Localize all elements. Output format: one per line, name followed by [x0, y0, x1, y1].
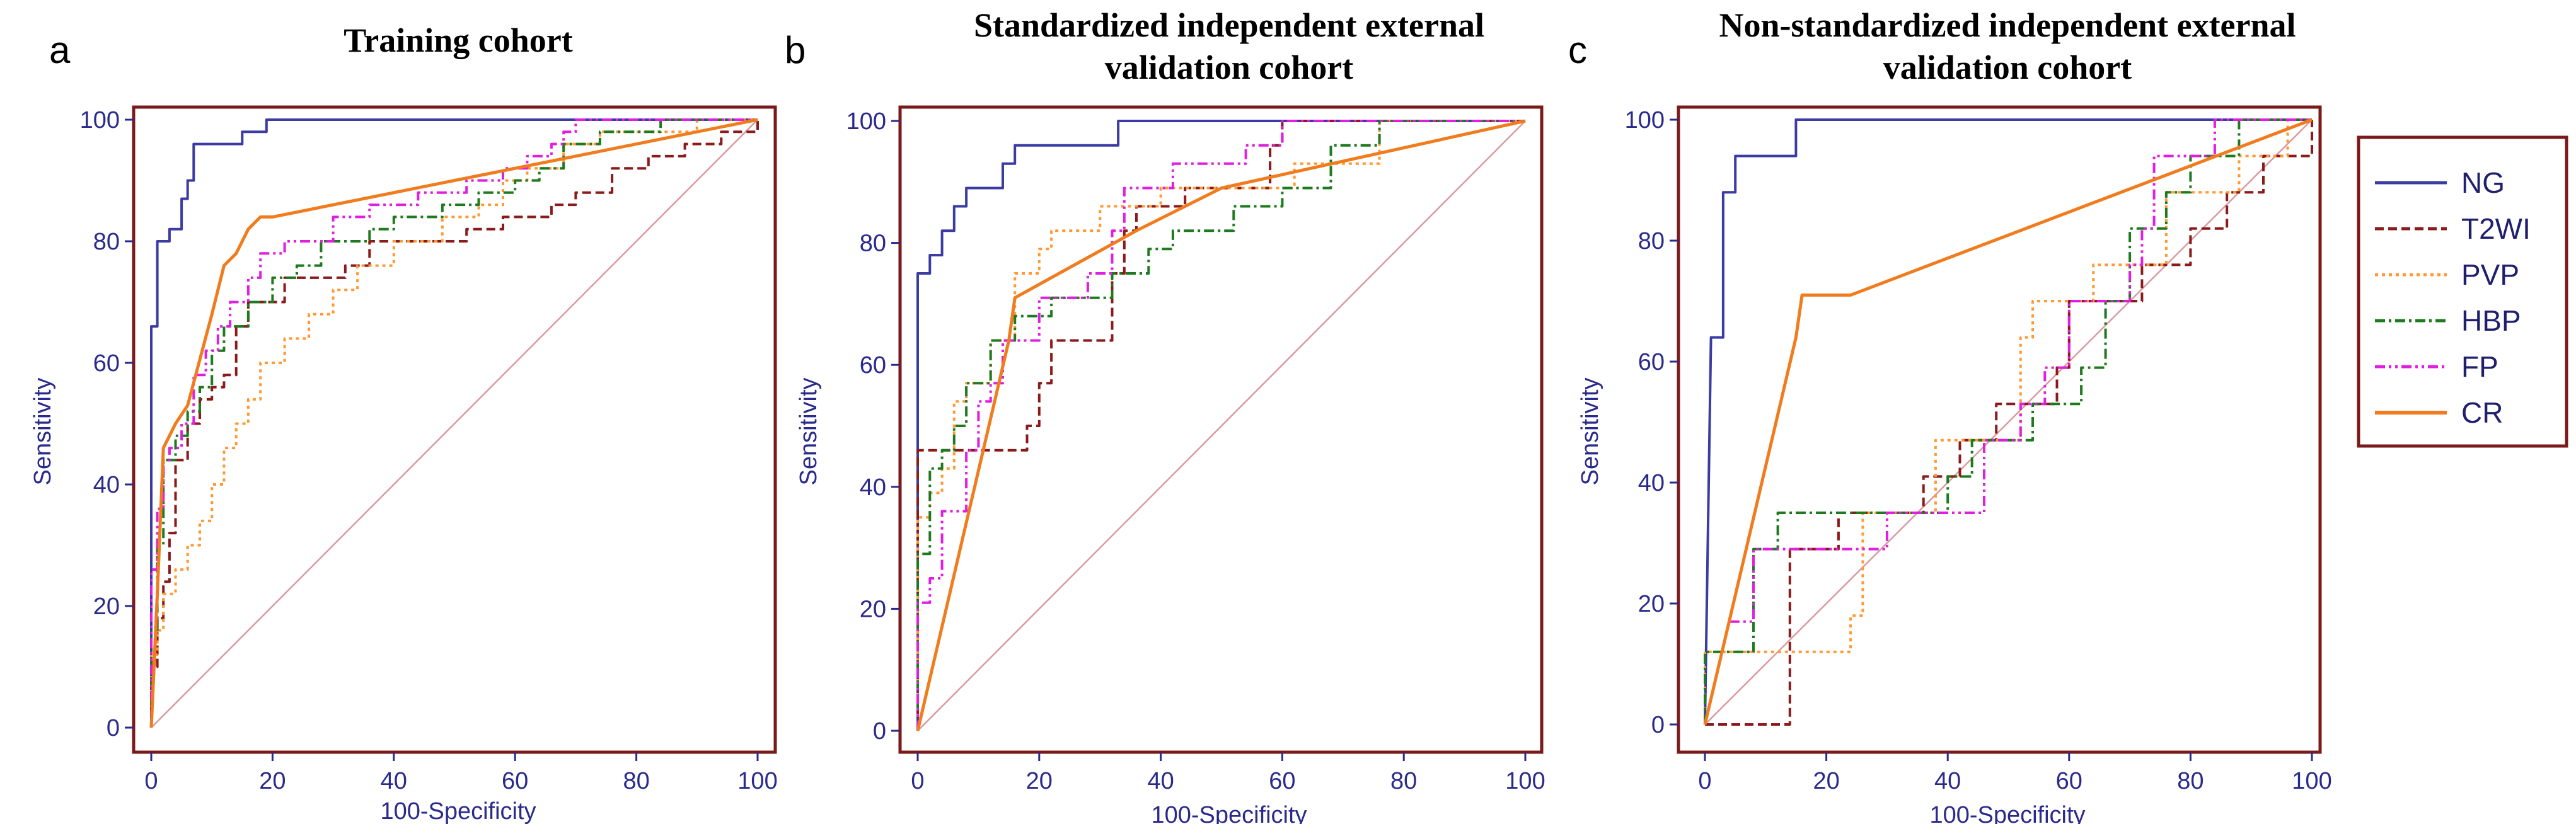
- legend-label-t2wi: T2WI: [2461, 212, 2531, 245]
- series-fp-line: [916, 120, 1525, 731]
- panel-non-standardized: c Non-standardized independent external …: [1568, 6, 2332, 824]
- x-tick-label: 20: [1813, 768, 1839, 794]
- x-tick-label: 40: [381, 768, 407, 794]
- x-tick-label: 0: [911, 768, 924, 794]
- series-hbp-line: [916, 120, 1525, 731]
- y-tick-label: 60: [860, 352, 886, 379]
- y-tick-label: 40: [1638, 470, 1665, 496]
- y-tick-label: 0: [107, 715, 120, 741]
- x-axis-label-training: 100-Specificity: [380, 798, 536, 824]
- panel-letter-a: a: [49, 29, 71, 71]
- legend-label-ng: NG: [2461, 166, 2505, 199]
- x-tick-label: 100: [2292, 768, 2331, 794]
- series-hbp-line: [150, 118, 758, 728]
- x-tick-label: 20: [259, 768, 286, 794]
- reference-diagonal: [1704, 119, 2313, 725]
- x-tick-label: 20: [1026, 768, 1053, 794]
- plot-area-standardized: 0 20 40 60 80 100 0 20 40 60 80 100: [846, 105, 1545, 794]
- series-ng-line: [150, 118, 758, 728]
- chart-title-standardized-line2: validation cohort: [1105, 49, 1354, 86]
- y-tick-label: 80: [93, 229, 120, 255]
- plot-frame: [1677, 105, 2322, 754]
- y-tick-label: 20: [1638, 591, 1665, 617]
- plot-frame: [898, 105, 1544, 754]
- x-tick-label: 100: [1505, 768, 1545, 794]
- reference-diagonal: [917, 120, 1526, 731]
- series-ng-line: [916, 120, 1525, 731]
- panel-letter-c: c: [1568, 29, 1587, 71]
- legend: NG T2WI PVP HBP FP CR: [2357, 135, 2568, 448]
- y-tick-label: 80: [860, 231, 886, 257]
- chart-title-non-standardized-line1: Non-standardized independent external: [1719, 6, 2296, 44]
- series-cr-line: [916, 119, 1526, 731]
- x-tick-label: 80: [1390, 768, 1417, 794]
- legend-frame: [2357, 135, 2568, 448]
- legend-label-pvp: PVP: [2461, 258, 2519, 291]
- y-tick-label: 40: [860, 474, 886, 501]
- y-tick-label: 40: [93, 472, 120, 498]
- series-pvp-line: [1704, 118, 2312, 724]
- y-axis-label-training: Sensitivity: [30, 377, 56, 485]
- y-tick-label: 100: [1625, 107, 1665, 134]
- x-axis-label-standardized: 100-Specificity: [1151, 802, 1307, 824]
- plot-area-training: 0 20 40 60 80 100 0 20 40 60 80 100: [80, 105, 778, 794]
- y-tick-label: 60: [93, 350, 120, 377]
- y-tick-label: 100: [80, 107, 120, 134]
- y-tick-label: 20: [860, 596, 886, 622]
- x-tick-label: 40: [1147, 768, 1174, 794]
- x-tick-label: 80: [623, 768, 649, 794]
- panel-letter-b: b: [785, 29, 806, 71]
- series-cr-line: [149, 118, 758, 728]
- x-tick-label: 40: [1934, 768, 1961, 794]
- chart-title-standardized-line1: Standardized independent external: [974, 6, 1484, 44]
- series-t2wi-line: [150, 120, 759, 728]
- series-ng-line: [1704, 118, 2312, 725]
- y-tick-label: 60: [1638, 349, 1665, 375]
- chart-title-non-standardized-line2: validation cohort: [1883, 49, 2132, 86]
- panel-standardized: b Standardized independent external vali…: [785, 6, 1545, 824]
- series-pvp-line: [916, 120, 1525, 731]
- legend-label-cr: CR: [2461, 396, 2503, 429]
- series-fp-line: [150, 118, 758, 728]
- series-t2wi-line: [916, 120, 1525, 731]
- y-tick-label: 0: [1651, 712, 1665, 738]
- x-tick-label: 80: [2177, 768, 2203, 794]
- reference-diagonal: [151, 119, 758, 728]
- y-axis-label-standardized: Sensitivity: [795, 377, 822, 485]
- plot-frame: [132, 105, 777, 754]
- y-axis-label-non-standardized: Sensitivity: [1577, 377, 1603, 485]
- y-tick-label: 20: [93, 593, 120, 620]
- chart-title-training: Training cohort: [344, 21, 573, 59]
- series-fp-line: [1704, 118, 2312, 725]
- legend-label-fp: FP: [2461, 350, 2498, 383]
- series-cr-line: [1703, 118, 2313, 725]
- x-tick-label: 100: [737, 768, 777, 794]
- legend-label-hbp: HBP: [2461, 304, 2521, 337]
- x-tick-label: 0: [144, 768, 158, 794]
- x-tick-label: 60: [2056, 768, 2082, 794]
- series-pvp-line: [150, 118, 758, 728]
- x-tick-label: 0: [1698, 768, 1711, 794]
- y-tick-label: 80: [1638, 228, 1665, 255]
- plot-area-non-standardized: 0 20 40 60 80 100 0 20 40 60 80 100: [1625, 105, 2332, 794]
- y-tick-label: 0: [873, 718, 886, 745]
- x-tick-label: 60: [502, 768, 528, 794]
- x-tick-label: 60: [1269, 768, 1295, 794]
- panel-training: a Training cohort 0 20 40 60 80 100 0 20 40 60 80 1…: [30, 21, 778, 824]
- y-tick-label: 100: [846, 108, 886, 135]
- x-axis-label-non-standardized: 100-Specificity: [1929, 802, 2085, 824]
